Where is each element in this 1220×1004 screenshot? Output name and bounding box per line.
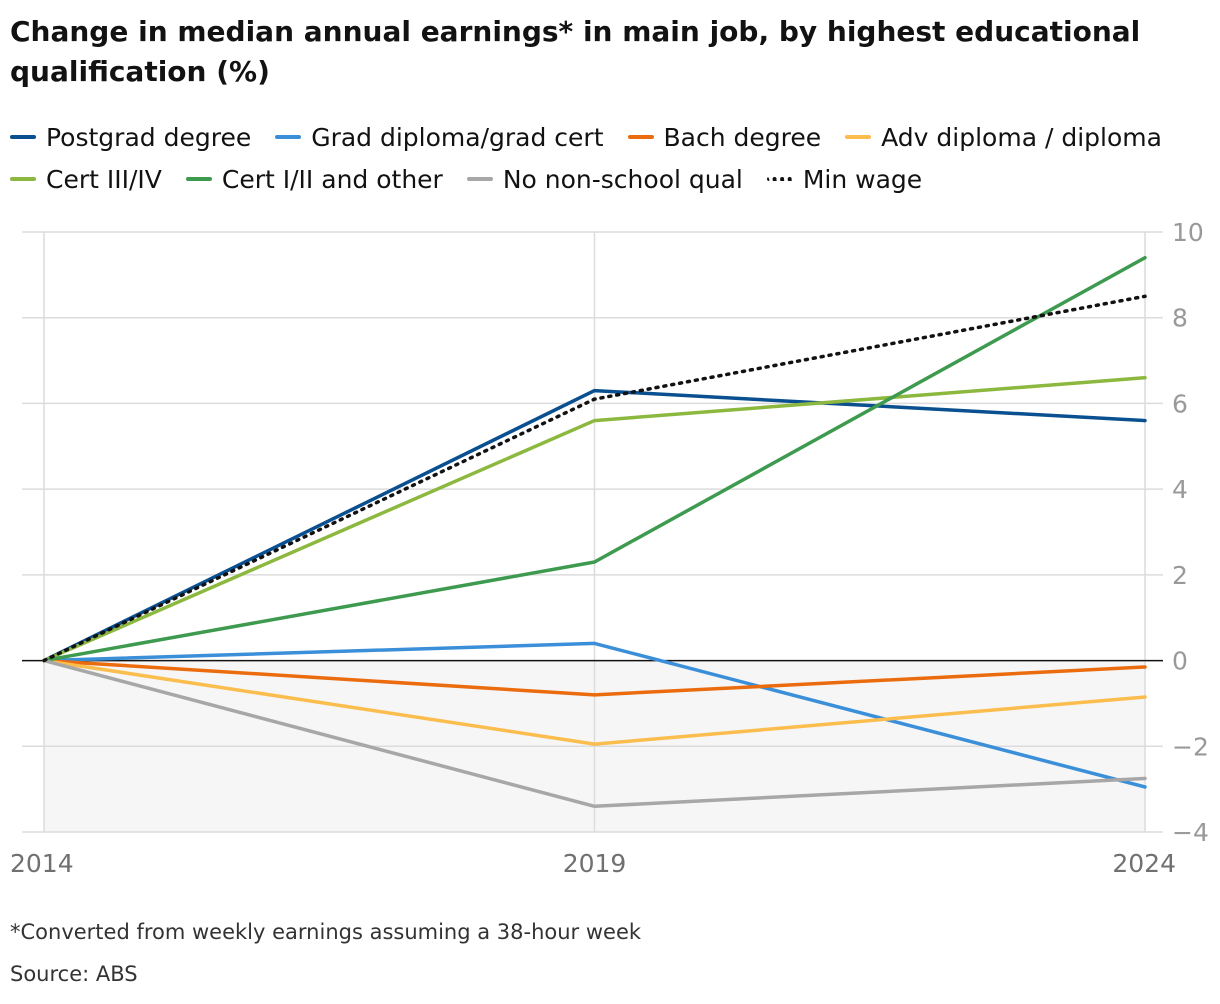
legend-label-adv-diploma: Adv diploma / diploma (881, 122, 1162, 152)
series-line-postgrad-degree (42, 388, 1147, 663)
source-note: Source: ABS (10, 962, 138, 986)
legend-item-bach-degree: Bach degree (627, 122, 822, 152)
legend-item-adv-diploma: Adv diploma / diploma (845, 123, 1162, 152)
x-axis-ticks: 2014 2019 2024 (10, 849, 1176, 878)
legend-swatch-grad-diploma (275, 135, 302, 139)
legend-swatch-adv-diploma (845, 135, 872, 139)
legend-label-cert-i-ii: Cert I/II and other (221, 164, 443, 194)
legend-item-postgrad: Postgrad degree (10, 123, 251, 152)
legend-swatch-min-wage (766, 177, 793, 181)
legend-label-no-non-school: No non-school qual (502, 164, 743, 194)
y-tick-label: 4 (1172, 475, 1188, 504)
gridlines (22, 231, 1163, 833)
legend-label-min-wage: Min wage (802, 164, 923, 194)
legend-swatch-postgrad (10, 135, 36, 139)
legend-label-postgrad: Postgrad degree (46, 122, 252, 152)
footnote: *Converted from weekly earnings assuming… (10, 920, 642, 944)
legend-row-2: Cert III/IV Cert I/II and other No non-s… (10, 158, 1210, 200)
x-tick-label: 2019 (563, 849, 627, 878)
legend-item-no-non-school: No non-school qual (466, 164, 743, 194)
y-tick-label: 6 (1172, 389, 1188, 418)
x-tick-label: 2024 (1112, 849, 1176, 878)
series-line-cert-iii-iv (42, 375, 1147, 663)
chart-title: Change in median annual earnings* in mai… (10, 15, 1141, 88)
y-tick-label: 0 (1172, 647, 1188, 676)
legend-item-cert-iii-iv: Cert III/IV (10, 165, 162, 194)
legend-swatch-bach-degree (627, 135, 654, 139)
legend-item-cert-i-ii: Cert I/II and other (185, 164, 443, 194)
line-chart: 10 8 6 4 2 0 −2 −4 2014 2019 2024 (10, 218, 1209, 878)
legend-label-grad-diploma: Grad diploma/grad cert (311, 122, 604, 152)
y-tick-label: 10 (1172, 218, 1204, 247)
series-line-grad-diploma-grad-cert (42, 641, 1147, 789)
series-line-min-wage (42, 294, 1147, 663)
x-tick-label: 2014 (10, 849, 74, 878)
legend-swatch-no-non-school (466, 177, 493, 181)
legend-label-bach-degree: Bach degree (663, 122, 822, 152)
y-tick-label: −2 (1172, 732, 1209, 761)
series-lines (42, 255, 1147, 809)
series-line-adv-diploma-diploma (42, 658, 1147, 746)
legend-swatch-cert-i-ii (185, 177, 212, 181)
legend-row-1: Postgrad degree Grad diploma/grad cert B… (10, 116, 1210, 158)
series-line-no-non-school-qual (42, 658, 1147, 809)
y-axis-ticks: 10 8 6 4 2 0 −2 −4 (1172, 218, 1209, 847)
series-line-cert-i-ii-and-other (42, 255, 1147, 663)
y-tick-label: 2 (1172, 561, 1188, 590)
legend-swatch-cert-iii-iv (10, 177, 36, 181)
y-tick-label: −4 (1172, 818, 1209, 847)
series-line-bach-degree (42, 658, 1147, 697)
legend: Postgrad degree Grad diploma/grad cert B… (10, 116, 1210, 200)
y-tick-label: 8 (1172, 304, 1188, 333)
legend-item-min-wage: Min wage (766, 164, 923, 194)
legend-label-cert-iii-iv: Cert III/IV (46, 164, 162, 194)
legend-item-grad-diploma: Grad diploma/grad cert (275, 122, 604, 152)
